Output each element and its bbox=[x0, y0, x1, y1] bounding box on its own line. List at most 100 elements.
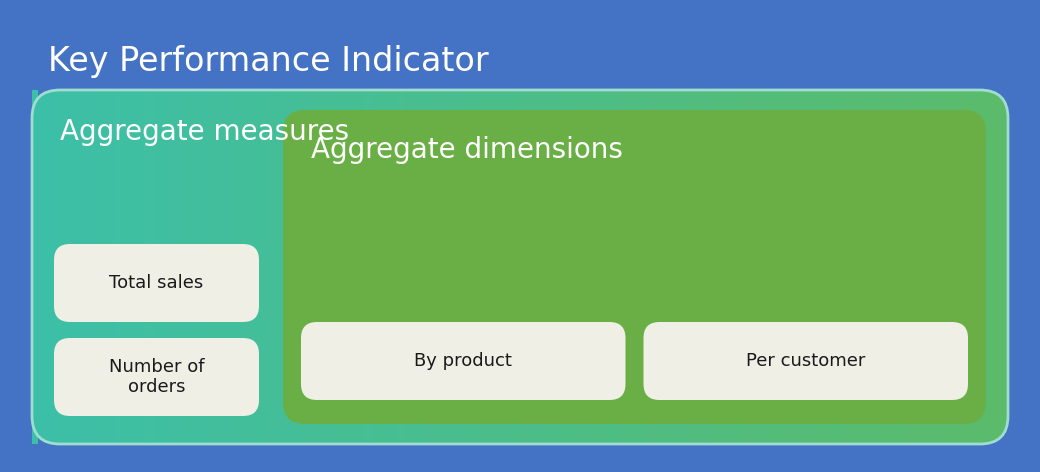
Bar bbox=[783, 90, 789, 444]
Bar bbox=[457, 90, 463, 444]
Bar bbox=[393, 90, 399, 444]
Bar bbox=[769, 90, 775, 444]
Bar bbox=[764, 90, 770, 444]
Bar bbox=[81, 90, 86, 444]
Bar bbox=[1004, 90, 1009, 444]
Bar bbox=[745, 90, 750, 444]
Bar bbox=[877, 90, 882, 444]
Bar bbox=[486, 90, 492, 444]
Bar bbox=[246, 90, 253, 444]
Bar bbox=[734, 90, 740, 444]
Bar bbox=[993, 90, 999, 444]
Bar bbox=[598, 90, 604, 444]
Bar bbox=[373, 90, 380, 444]
Bar bbox=[520, 90, 526, 444]
Bar bbox=[471, 90, 477, 444]
Bar bbox=[861, 90, 867, 444]
Bar bbox=[402, 90, 409, 444]
Bar bbox=[276, 90, 282, 444]
Bar bbox=[696, 90, 702, 444]
Bar bbox=[344, 90, 350, 444]
Bar bbox=[500, 90, 506, 444]
Bar bbox=[252, 90, 258, 444]
Bar bbox=[901, 90, 907, 444]
Bar bbox=[442, 90, 448, 444]
Bar bbox=[61, 90, 68, 444]
Bar bbox=[716, 90, 721, 444]
Bar bbox=[100, 90, 106, 444]
Bar bbox=[398, 90, 404, 444]
Bar bbox=[618, 90, 623, 444]
FancyBboxPatch shape bbox=[301, 322, 625, 400]
Bar bbox=[32, 90, 37, 444]
Bar bbox=[535, 90, 541, 444]
Bar bbox=[257, 90, 262, 444]
Bar bbox=[286, 90, 291, 444]
Bar bbox=[808, 90, 813, 444]
Bar bbox=[691, 90, 697, 444]
Bar bbox=[417, 90, 423, 444]
Bar bbox=[872, 90, 877, 444]
Bar bbox=[754, 90, 760, 444]
FancyBboxPatch shape bbox=[283, 110, 986, 424]
Bar bbox=[364, 90, 369, 444]
Bar bbox=[549, 90, 555, 444]
Bar bbox=[47, 90, 52, 444]
Bar bbox=[115, 90, 121, 444]
Bar bbox=[676, 90, 682, 444]
Bar bbox=[823, 90, 829, 444]
Bar bbox=[168, 90, 175, 444]
Bar bbox=[998, 90, 1004, 444]
Bar bbox=[593, 90, 599, 444]
Bar bbox=[681, 90, 686, 444]
Bar bbox=[739, 90, 746, 444]
Bar bbox=[310, 90, 316, 444]
Bar bbox=[866, 90, 873, 444]
Bar bbox=[413, 90, 418, 444]
Bar bbox=[725, 90, 731, 444]
Bar bbox=[832, 90, 838, 444]
Text: Total sales: Total sales bbox=[109, 274, 204, 292]
Text: By product: By product bbox=[414, 352, 512, 370]
Bar bbox=[271, 90, 277, 444]
Bar bbox=[656, 90, 662, 444]
Bar bbox=[803, 90, 809, 444]
Bar bbox=[979, 90, 985, 444]
Bar bbox=[794, 90, 799, 444]
Bar bbox=[720, 90, 726, 444]
Bar bbox=[984, 90, 989, 444]
Bar bbox=[85, 90, 92, 444]
Bar bbox=[339, 90, 345, 444]
Bar bbox=[837, 90, 843, 444]
Bar bbox=[944, 90, 951, 444]
Bar bbox=[183, 90, 189, 444]
Bar bbox=[290, 90, 296, 444]
Bar bbox=[408, 90, 414, 444]
Bar bbox=[623, 90, 628, 444]
Bar bbox=[301, 90, 306, 444]
Bar bbox=[891, 90, 896, 444]
Bar bbox=[569, 90, 575, 444]
Bar bbox=[638, 90, 643, 444]
Bar bbox=[589, 90, 594, 444]
Text: Number of
orders: Number of orders bbox=[109, 358, 204, 396]
Bar bbox=[969, 90, 974, 444]
Bar bbox=[242, 90, 248, 444]
Bar bbox=[139, 90, 146, 444]
Bar bbox=[359, 90, 365, 444]
Bar bbox=[647, 90, 653, 444]
Bar bbox=[560, 90, 565, 444]
Bar bbox=[955, 90, 960, 444]
Bar bbox=[42, 90, 48, 444]
Bar bbox=[505, 90, 512, 444]
Bar bbox=[671, 90, 677, 444]
Bar bbox=[730, 90, 735, 444]
Bar bbox=[227, 90, 233, 444]
Bar bbox=[779, 90, 784, 444]
Bar bbox=[324, 90, 331, 444]
Bar bbox=[379, 90, 385, 444]
Bar bbox=[120, 90, 126, 444]
Bar bbox=[710, 90, 717, 444]
Bar bbox=[384, 90, 389, 444]
Bar bbox=[920, 90, 926, 444]
